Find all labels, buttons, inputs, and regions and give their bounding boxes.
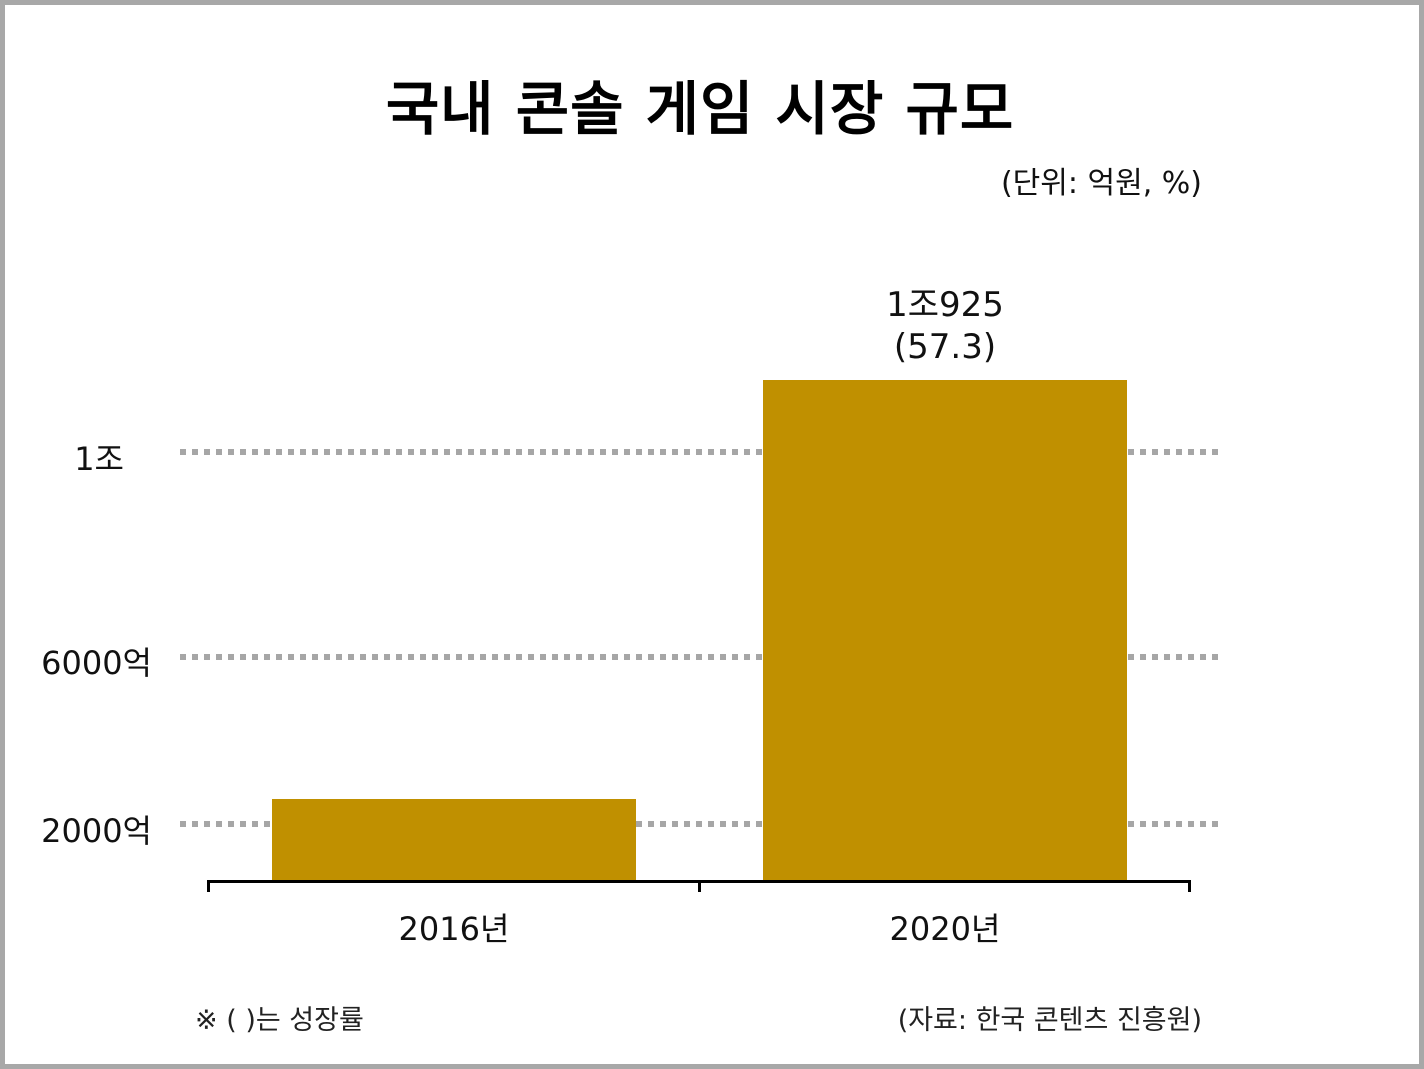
bar-2020 <box>763 380 1127 881</box>
footnote-growth: ※ ( )는 성장률 <box>195 1005 364 1036</box>
gridline-2000 <box>180 821 1220 827</box>
y-tick-label-1jo: 1조 <box>74 440 124 478</box>
x-axis-tick-right <box>1188 880 1191 892</box>
source-note: (자료: 한국 콘텐츠 진흥원) <box>897 1005 1202 1036</box>
y-tick-label-2000: 2000억 <box>41 812 152 850</box>
bar-growth-2020: (57.3) <box>893 327 997 367</box>
y-tick-label-6000: 6000억 <box>41 644 152 682</box>
x-axis-tick-left <box>207 880 210 892</box>
bar-value-label-2020: 1조925 (57.3) <box>795 284 1095 368</box>
unit-label: (단위: 억원, %) <box>1000 166 1202 201</box>
gridline-1jo <box>180 449 1220 455</box>
gridline-6000 <box>180 654 1220 660</box>
x-axis-tick-middle <box>698 880 701 892</box>
chart-title: 국내 콘솔 게임 시장 규모 <box>385 75 1015 143</box>
x-label-2020: 2020년 <box>889 910 1001 948</box>
bar-2016 <box>272 799 636 881</box>
x-label-2016: 2016년 <box>398 910 510 948</box>
bar-value-2020: 1조925 <box>886 285 1004 325</box>
